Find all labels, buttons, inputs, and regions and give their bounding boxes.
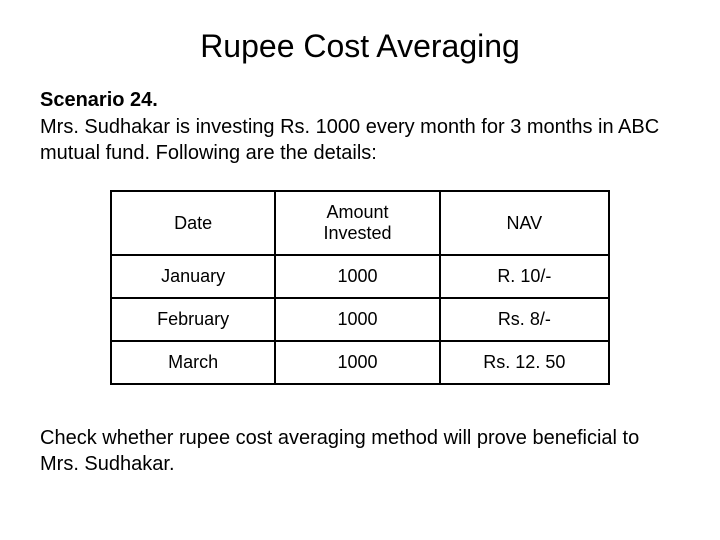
table-row: February 1000 Rs. 8/- bbox=[111, 298, 609, 341]
cell-nav: Rs. 12. 50 bbox=[440, 341, 609, 384]
table-header-row: Date Amount Invested NAV bbox=[111, 191, 609, 255]
header-nav: NAV bbox=[440, 191, 609, 255]
table-row: January 1000 R. 10/- bbox=[111, 255, 609, 298]
header-date: Date bbox=[111, 191, 275, 255]
investment-table: Date Amount Invested NAV January 1000 R.… bbox=[110, 190, 610, 385]
cell-amount: 1000 bbox=[275, 341, 439, 384]
cell-date: March bbox=[111, 341, 275, 384]
cell-date: February bbox=[111, 298, 275, 341]
cell-nav: Rs. 8/- bbox=[440, 298, 609, 341]
cell-nav: R. 10/- bbox=[440, 255, 609, 298]
footer-question: Check whether rupee cost averaging metho… bbox=[40, 425, 680, 477]
cell-amount: 1000 bbox=[275, 298, 439, 341]
cell-amount: 1000 bbox=[275, 255, 439, 298]
header-amount: Amount Invested bbox=[275, 191, 439, 255]
scenario-label: Scenario 24. bbox=[40, 89, 680, 112]
page-title: Rupee Cost Averaging bbox=[40, 28, 680, 65]
table-container: Date Amount Invested NAV January 1000 R.… bbox=[40, 190, 680, 385]
table-row: March 1000 Rs. 12. 50 bbox=[111, 341, 609, 384]
cell-date: January bbox=[111, 255, 275, 298]
scenario-description: Mrs. Sudhakar is investing Rs. 1000 ever… bbox=[40, 114, 680, 166]
